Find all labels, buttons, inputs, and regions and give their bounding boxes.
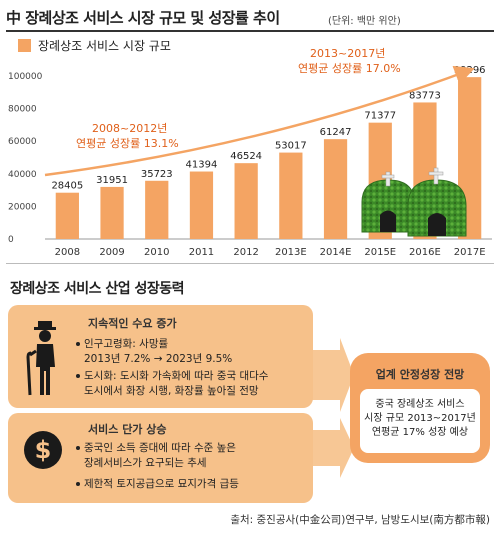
x-tick-label: 2015E — [364, 247, 396, 258]
legend-label: 장례상조 서비스 시장 규모 — [38, 39, 171, 53]
bar — [55, 192, 79, 239]
section-title: 장례상조 서비스 산업 성장동력 — [10, 281, 185, 297]
bullet-dot — [76, 482, 80, 486]
card-demand-heading: 지속적인 수요 증가 — [88, 317, 177, 330]
grave-mound-illustration — [361, 167, 467, 237]
bullet-dot — [76, 342, 80, 346]
data-label: 31951 — [96, 175, 128, 186]
list-item: 인구고령화: 사망률 2013년 7.2% → 2023년 9.5% — [76, 337, 232, 367]
elderly-person-icon — [22, 317, 62, 399]
card-demand: 지속적인 수요 증가 인구고령화: 사망률 2013년 7.2% → 2023년… — [8, 305, 313, 408]
bar — [279, 152, 303, 239]
outcome-card: 업계 안정성장 전망 중국 장례상조 서비스 시장 규모 2013~2017년 … — [350, 353, 490, 463]
data-label: 71377 — [364, 111, 396, 122]
list-item: 중국인 소득 증대에 따라 수준 높은 장례서비스가 요구되는 추세 — [76, 441, 236, 471]
bullet-dot — [76, 446, 80, 450]
x-tick-label: 2013E — [275, 247, 307, 258]
chart-header: 中 장례상조 서비스 시장 규모 및 성장률 추이 (단위: 백만 위안) — [6, 4, 494, 32]
source-note: 출처: 중진공사(中金公司)연구부, 남방도시보(南方都市報) — [230, 514, 490, 526]
data-label: 41394 — [186, 160, 218, 171]
annotation-2-rate: 연평균 성장률 17.0% — [298, 62, 401, 75]
data-label: 35723 — [141, 169, 173, 180]
y-tick-label: 40000 — [8, 170, 37, 180]
chart-title: 中 장례상조 서비스 시장 규모 및 성장률 추이 — [6, 9, 280, 27]
x-tick-label: 2016E — [409, 247, 441, 258]
x-tick-label: 2010 — [144, 247, 169, 258]
x-tick-label: 2017E — [454, 247, 486, 258]
x-tick-label: 2008 — [55, 247, 80, 258]
outcome-heading: 업계 안정성장 전망 — [375, 368, 465, 381]
data-label: 28405 — [51, 181, 83, 192]
chart-divider — [6, 263, 494, 264]
data-label: 53017 — [275, 141, 307, 152]
flow-arrows — [310, 338, 354, 478]
bar-chart: 장례상조 서비스 시장 규모 0 20000 40000 60000 80000 1000… — [8, 39, 492, 258]
y-tick-label: 60000 — [8, 137, 37, 147]
legend-swatch — [18, 39, 31, 52]
x-tick-label: 2009 — [99, 247, 124, 258]
annotation-1-rate: 연평균 성장률 13.1% — [76, 137, 179, 150]
x-tick-label: 2012 — [233, 247, 258, 258]
data-label: 61247 — [320, 127, 352, 138]
dollar-coin-icon: $ — [24, 431, 62, 469]
x-tick-label: 2011 — [189, 247, 214, 258]
bullet-dot — [76, 374, 80, 378]
data-label: 83773 — [409, 90, 441, 101]
bar — [323, 139, 348, 239]
bar — [145, 180, 169, 239]
list-item: 도시화: 도시화 가속화에 따라 중국 대다수 도시에서 화장 시행, 화장률 … — [76, 369, 268, 399]
unit-label: (단위: 백만 위안) — [328, 16, 401, 27]
y-tick-label: 80000 — [8, 105, 37, 115]
bar — [189, 171, 214, 239]
y-tick-label: 20000 — [8, 202, 37, 212]
list-item: 제한적 토지공급으로 묘지가격 급등 — [76, 477, 239, 492]
outcome-box: 중국 장례상조 서비스 시장 규모 2013~2017년 연평균 17% 성장 … — [360, 389, 480, 453]
x-tick-label: 2014E — [320, 247, 352, 258]
annotation-1-period: 2008~2012년 — [92, 122, 167, 135]
bar — [234, 163, 258, 239]
y-tick-label: 100000 — [8, 72, 43, 82]
card-price-heading: 서비스 단가 상승 — [88, 423, 167, 436]
bar — [100, 186, 124, 239]
card-price: $ 서비스 단가 상승 중국인 소득 증대에 따라 수준 높은 장례서비스가 요… — [8, 413, 313, 503]
data-label: 46524 — [230, 151, 262, 162]
y-tick-label: 0 — [8, 235, 14, 245]
growth-trend-arrow — [44, 65, 475, 177]
annotation-2-period: 2013~2017년 — [310, 47, 385, 60]
